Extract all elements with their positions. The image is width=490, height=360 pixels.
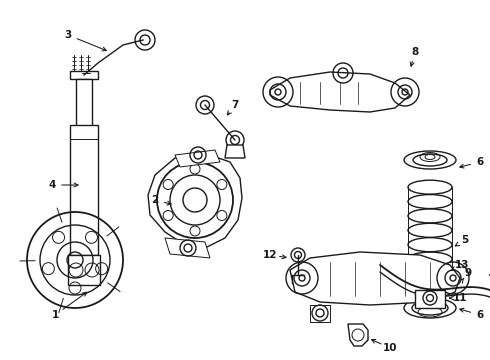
Text: 6: 6 [476, 157, 484, 167]
Bar [415, 290, 445, 308]
Text: 2: 2 [151, 195, 159, 205]
Bar [70, 71, 98, 79]
Text: 11: 11 [453, 293, 467, 303]
Text: 8: 8 [412, 47, 418, 57]
Polygon shape [290, 252, 460, 305]
Bar [70, 125, 98, 255]
Text: 12: 12 [263, 250, 277, 260]
Polygon shape [225, 145, 245, 158]
Text: 6: 6 [476, 310, 484, 320]
Text: 5: 5 [462, 235, 468, 245]
Polygon shape [348, 324, 368, 346]
Polygon shape [165, 238, 210, 258]
Polygon shape [175, 150, 220, 167]
Polygon shape [310, 305, 330, 322]
Text: 3: 3 [64, 30, 72, 40]
Text: 9: 9 [465, 268, 471, 278]
Bar [76, 79, 92, 139]
Text: 7: 7 [231, 100, 239, 110]
Polygon shape [270, 72, 410, 112]
Polygon shape [148, 155, 242, 248]
Bar [68, 255, 100, 285]
Text: 4: 4 [49, 180, 56, 190]
Text: 10: 10 [383, 343, 397, 353]
Text: 1: 1 [51, 310, 59, 320]
Text: 13: 13 [455, 260, 469, 270]
